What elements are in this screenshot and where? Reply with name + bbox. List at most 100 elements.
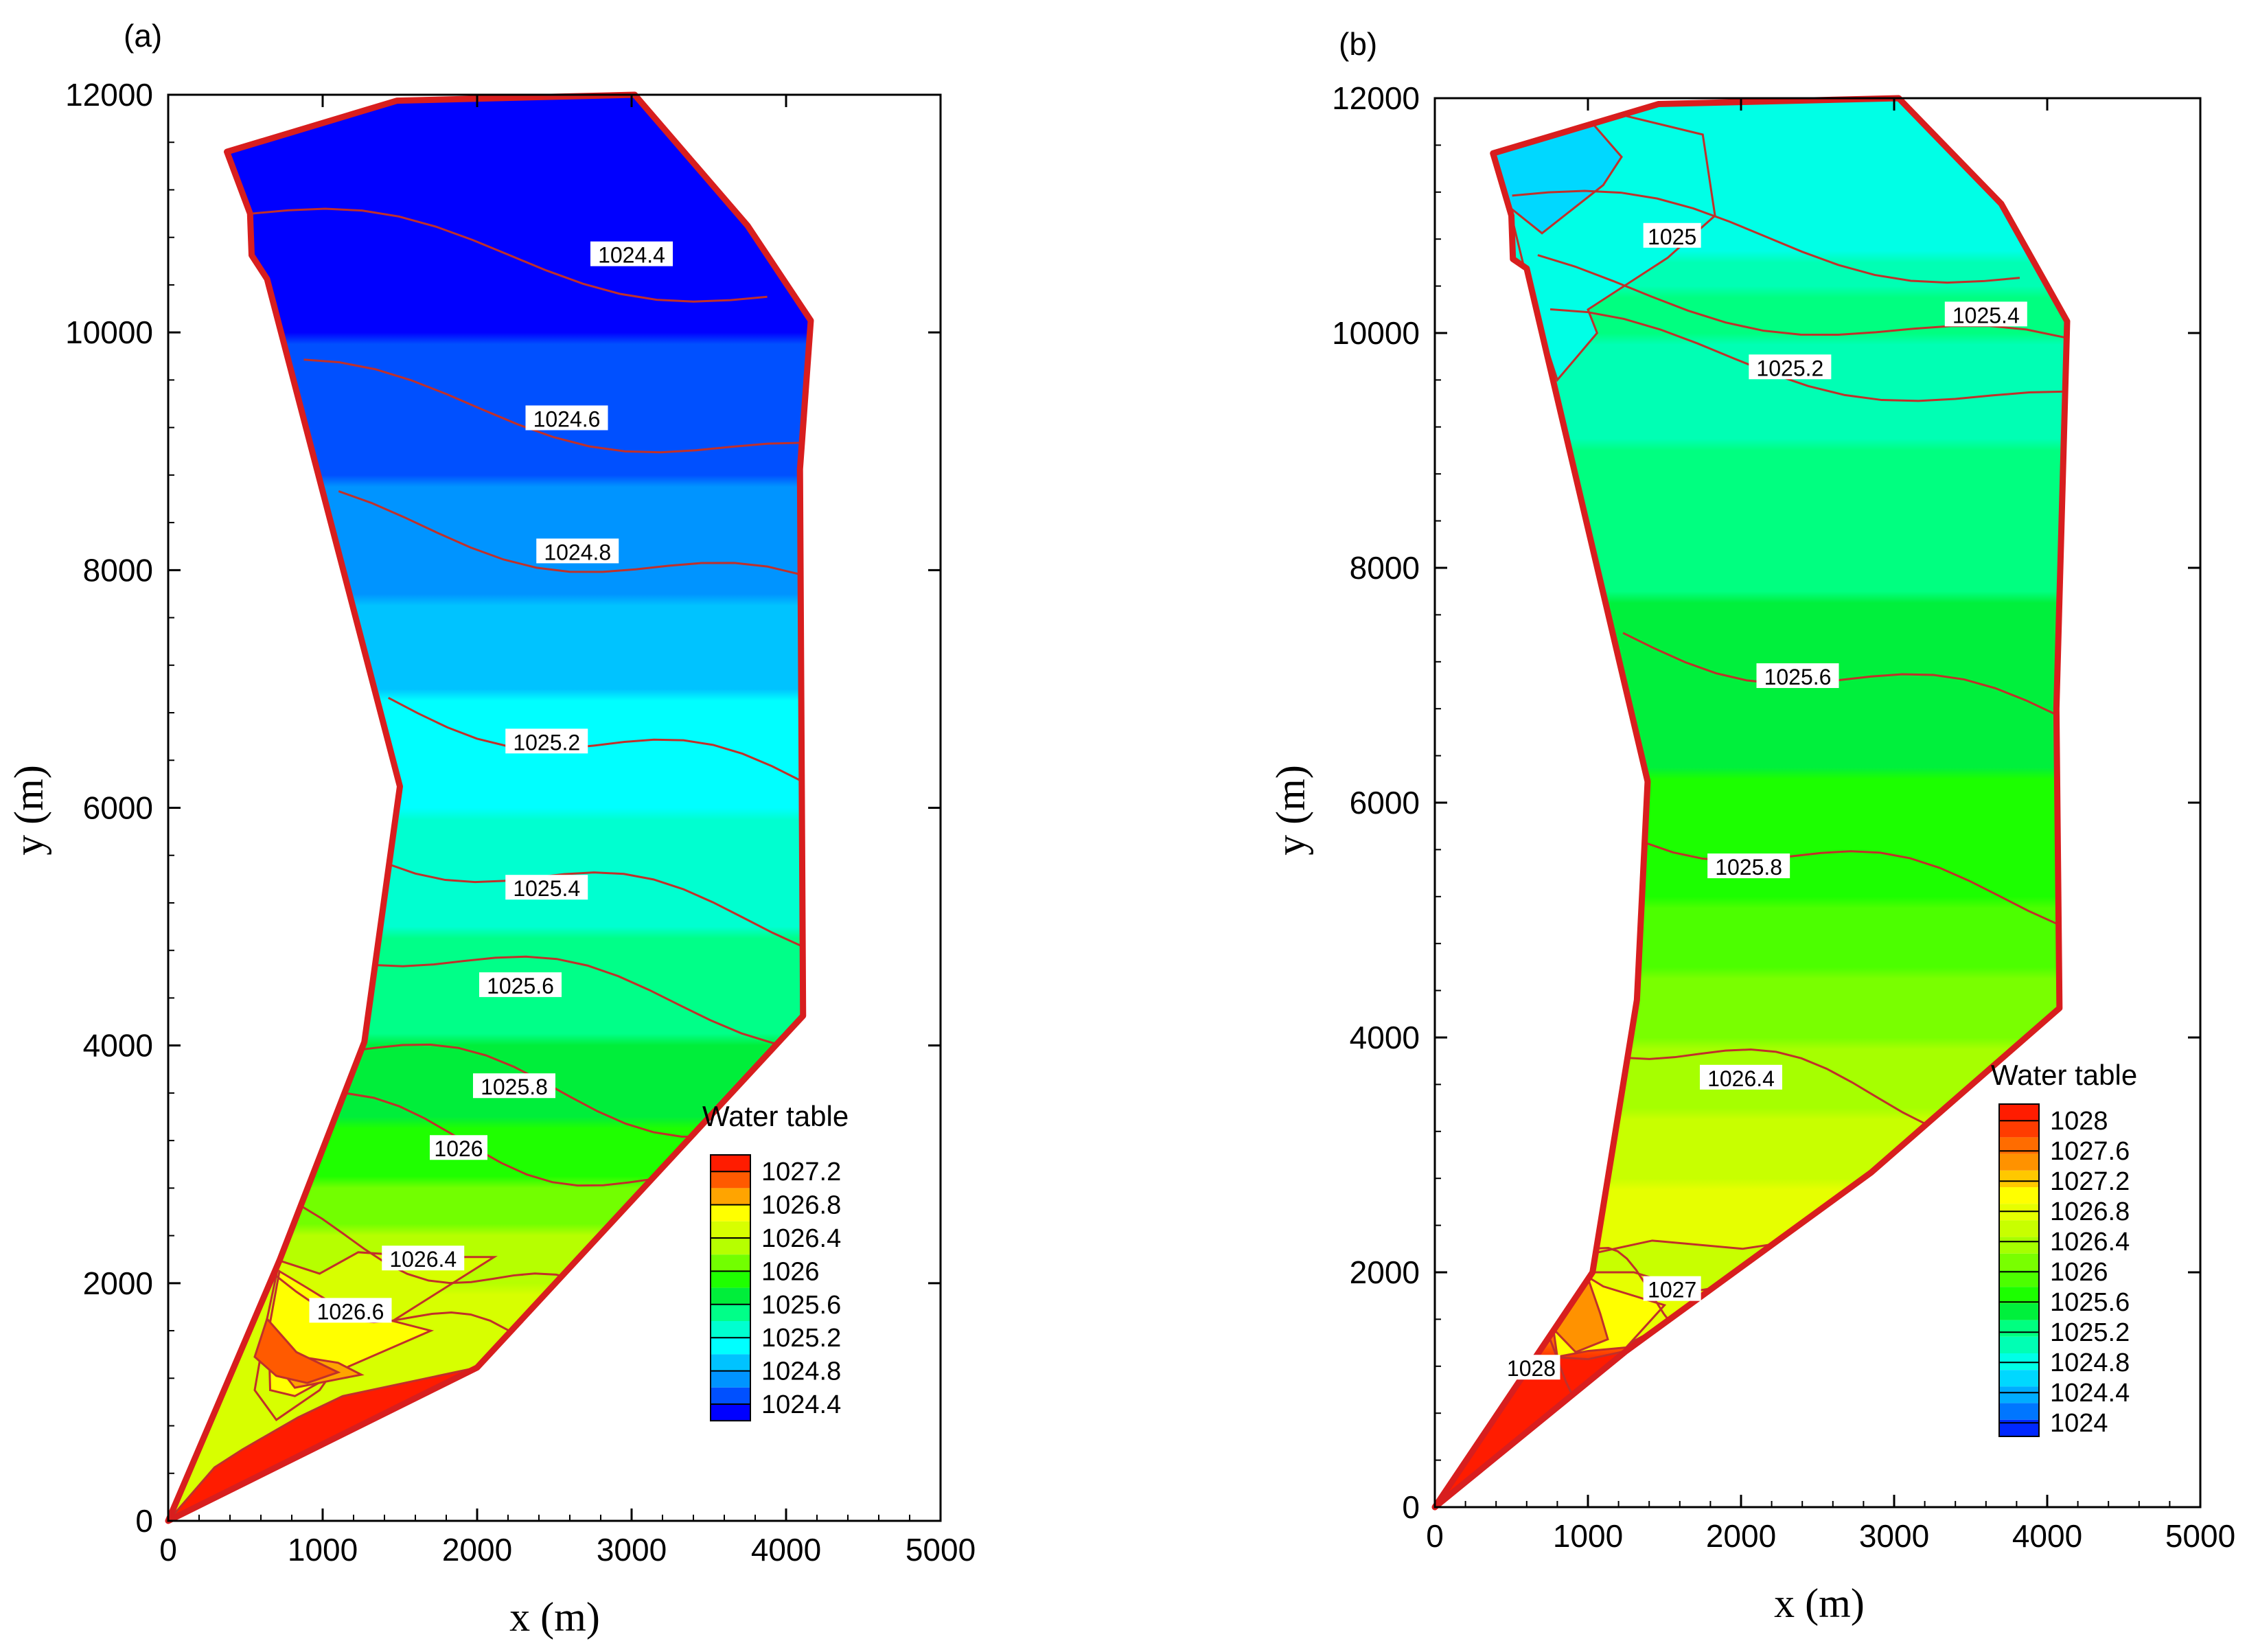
x-tick-label: 5000: [2165, 1518, 2235, 1554]
legend-label: 1028: [2050, 1107, 2108, 1136]
contour-line: [257, 1260, 530, 1346]
contour-label-bg: [479, 972, 562, 998]
legend-swatch: [1999, 1204, 2039, 1221]
contour-label-bg: [430, 1135, 487, 1160]
contour-label-text: 1025.2: [1756, 356, 1823, 380]
legend-swatch: [711, 1370, 750, 1388]
legend-label: 1026.8: [2050, 1197, 2130, 1226]
x-tick-label: 3000: [597, 1532, 667, 1568]
x-tick-label: 1000: [1553, 1518, 1623, 1554]
contour-line: [323, 1092, 680, 1187]
contour-label: 1025.6: [1756, 663, 1839, 689]
contour-line: [1549, 308, 2066, 402]
contour-label: 1025.8: [473, 1073, 555, 1099]
contour-line: [279, 1195, 578, 1285]
contour-label-text: 1025.4: [1952, 303, 2020, 328]
contour-line: [1624, 1048, 1979, 1141]
legend-swatch: [1999, 1187, 2039, 1204]
legend-swatch: [1999, 1336, 2039, 1353]
legend-swatch: [1999, 1287, 2039, 1304]
contour-label-text: 1027: [1648, 1278, 1696, 1303]
x-tick-label: 2000: [1706, 1518, 1776, 1554]
legend-label: 1024: [2050, 1409, 2108, 1438]
legend-label: 1026.4: [761, 1224, 841, 1253]
contour-line: [251, 207, 768, 303]
contour-zone: [253, 1316, 341, 1384]
contour-label-text: 1026: [434, 1136, 483, 1161]
legend-swatch: [711, 1238, 750, 1255]
contour-line: [1622, 632, 2058, 716]
y-tick-label: 10000: [1332, 315, 1420, 351]
legend-swatch-frame: [710, 1154, 751, 1422]
contour-label-text: 1026.4: [1707, 1066, 1775, 1091]
legend-label: 1024.8: [2050, 1349, 2130, 1377]
contour-line: [385, 862, 803, 948]
x-tick-label: 5000: [906, 1532, 976, 1568]
contour-label-text: 1025.2: [513, 730, 580, 755]
contour-label-bg: [1749, 354, 1832, 380]
legend-swatch: [1999, 1154, 2039, 1171]
x-tick-label: 3000: [1859, 1518, 1929, 1554]
y-tick-label: 2000: [83, 1265, 153, 1301]
legend-swatch: [711, 1387, 750, 1404]
contour-label: 1025.4: [505, 875, 588, 901]
legend-swatch: [1999, 1320, 2039, 1337]
x-axis-title: x (m): [1774, 1581, 1865, 1626]
y-tick-label: 4000: [83, 1028, 153, 1064]
contour-label-text: 1025.4: [513, 876, 580, 901]
contour-label-bg: [1700, 1064, 1782, 1090]
legend-label: 1026.4: [2050, 1228, 2130, 1257]
legend-swatch-frame: [1998, 1103, 2040, 1437]
contour-line: [372, 955, 803, 1050]
panel-label: (a): [124, 18, 162, 54]
legend-swatch: [1999, 1353, 2039, 1370]
legend-title: Water table: [1991, 1059, 2137, 1091]
contour-label: 1025.2: [505, 729, 588, 755]
contour-line: [303, 358, 804, 454]
contour-label: 1025.6: [479, 972, 562, 998]
contour-label-text: 1025.8: [481, 1075, 548, 1099]
contour-line: [338, 490, 801, 576]
legend-swatch: [1999, 1104, 2039, 1121]
legend-swatch: [1999, 1386, 2039, 1403]
legend-swatch: [711, 1188, 750, 1205]
x-tick-label: 4000: [2012, 1518, 2082, 1554]
legend-swatch: [1999, 1370, 2039, 1387]
contour-label-text: 1025.6: [1764, 665, 1832, 689]
contour-label-text: 1026.6: [317, 1299, 384, 1324]
legend-swatch: [1999, 1253, 2039, 1270]
contour-label-bg: [1643, 1276, 1701, 1301]
contour-label-bg: [309, 1298, 392, 1323]
contour-label-text: 1024.4: [598, 243, 665, 268]
legend-swatch: [711, 1204, 750, 1221]
panel-a: (a) 1024.4 1024.6 1024.8 1025.2 1025.4 1025.6 1…: [6, 18, 976, 1640]
x-tick-label: 0: [159, 1532, 177, 1568]
legend-swatch: [711, 1171, 750, 1189]
contour-label-bg: [536, 538, 619, 564]
contour-label-bg: [1707, 853, 1790, 879]
legend-swatch: [711, 1404, 750, 1421]
x-tick-label: 1000: [288, 1532, 358, 1568]
contour-label: 1024.6: [525, 405, 608, 432]
legend-title: Water table: [702, 1100, 849, 1132]
legend-label: 1024.4: [2050, 1379, 2130, 1408]
contour-label-bg: [1643, 222, 1701, 248]
y-tick-label: 0: [135, 1503, 153, 1539]
legend-swatch: [1999, 1237, 2039, 1254]
legend-swatch: [711, 1254, 750, 1272]
contour-line: [388, 696, 803, 782]
y-tick-label: 12000: [1332, 80, 1420, 116]
y-tick-label: 2000: [1350, 1254, 1420, 1290]
legend-label: 1025.6: [2050, 1288, 2130, 1317]
y-tick-label: 4000: [1350, 1020, 1420, 1055]
legend-swatch: [711, 1221, 750, 1238]
y-axis-title: y (m): [6, 765, 51, 856]
legend-label: 1026: [761, 1257, 820, 1286]
x-tick-label: 4000: [751, 1532, 821, 1568]
legend-label: 1027.2: [761, 1158, 841, 1186]
contour-label-text: 1028: [1507, 1356, 1556, 1381]
contour-label: 1028: [1502, 1355, 1560, 1381]
domain-boundary: [165, 91, 814, 1524]
contour-label: 1024.8: [536, 538, 619, 564]
